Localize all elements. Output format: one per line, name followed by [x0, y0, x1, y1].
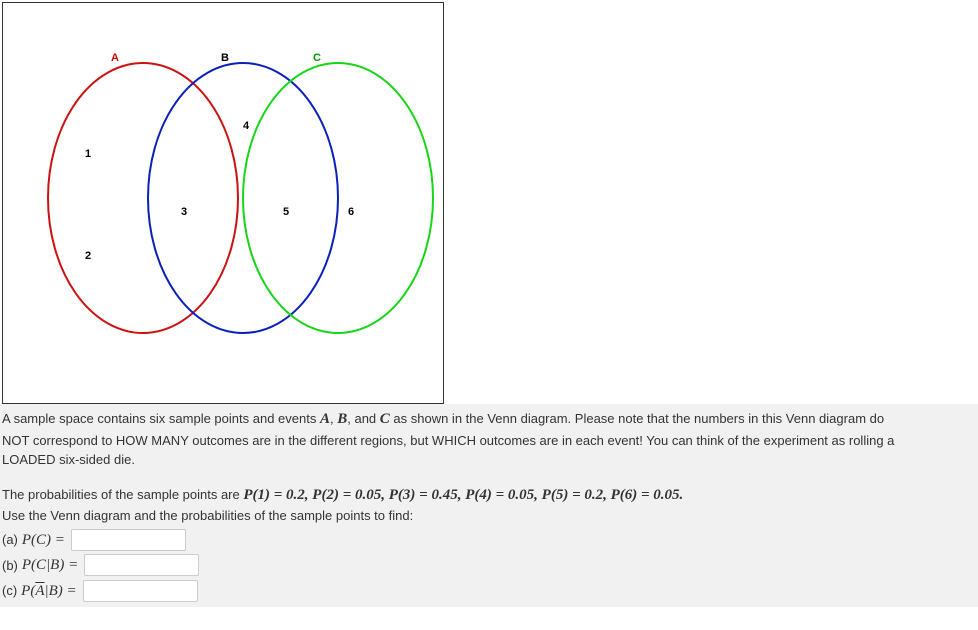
svg-text:A: A — [111, 52, 119, 64]
qc-pre: P( — [21, 583, 35, 599]
qb-formula: P(C|B) = — [22, 554, 78, 577]
p1-tail: as shown in the Venn diagram. Please not… — [390, 411, 884, 426]
qb-label: (b) — [2, 556, 18, 576]
p1-m2: , and — [347, 411, 380, 426]
qc-formula: P(A|B) = — [21, 580, 77, 603]
venn-diagram-box: A B C 1 2 3 4 5 6 — [2, 2, 444, 404]
probs-values: P(1) = 0.2, P(2) = 0.05, P(3) = 0.45, P(… — [243, 487, 683, 503]
venn-diagram-svg: A B C 1 2 3 4 5 6 — [3, 3, 445, 405]
paragraph-2: NOT correspond to HOW MANY outcomes are … — [2, 431, 976, 451]
question-c-row: (c) P(A|B) = — [2, 580, 976, 603]
answer-c-input[interactable] — [83, 580, 198, 602]
qc-post: |B) = — [45, 583, 77, 599]
question-a-row: (a) P(C) = — [2, 529, 976, 552]
svg-text:6: 6 — [348, 206, 354, 218]
qa-formula: P(C) = — [22, 529, 65, 552]
p1-lead: A sample space contains six sample point… — [2, 411, 320, 426]
sym-B: B — [337, 411, 347, 427]
qa-label: (a) — [2, 530, 18, 550]
qc-bar: A — [35, 583, 44, 599]
paragraph-1: A sample space contains six sample point… — [2, 408, 976, 431]
answer-b-input[interactable] — [84, 554, 199, 576]
svg-text:3: 3 — [181, 206, 187, 218]
svg-text:4: 4 — [243, 120, 250, 132]
svg-text:1: 1 — [85, 148, 91, 160]
question-b-row: (b) P(C|B) = — [2, 554, 976, 577]
instruction-line: Use the Venn diagram and the probabiliti… — [2, 506, 976, 526]
answer-a-input[interactable] — [71, 529, 186, 551]
problem-text: A sample space contains six sample point… — [0, 404, 978, 607]
probabilities-line: The probabilities of the sample points a… — [2, 484, 976, 507]
probs-lead: The probabilities of the sample points a… — [2, 487, 243, 502]
sym-C: C — [380, 411, 390, 427]
svg-text:5: 5 — [283, 206, 289, 218]
svg-text:2: 2 — [85, 250, 91, 262]
paragraph-3: LOADED six-sided die. — [2, 450, 976, 470]
svg-text:C: C — [313, 52, 321, 64]
qc-label: (c) — [2, 581, 17, 601]
sym-A: A — [320, 411, 330, 427]
svg-text:B: B — [221, 52, 229, 64]
